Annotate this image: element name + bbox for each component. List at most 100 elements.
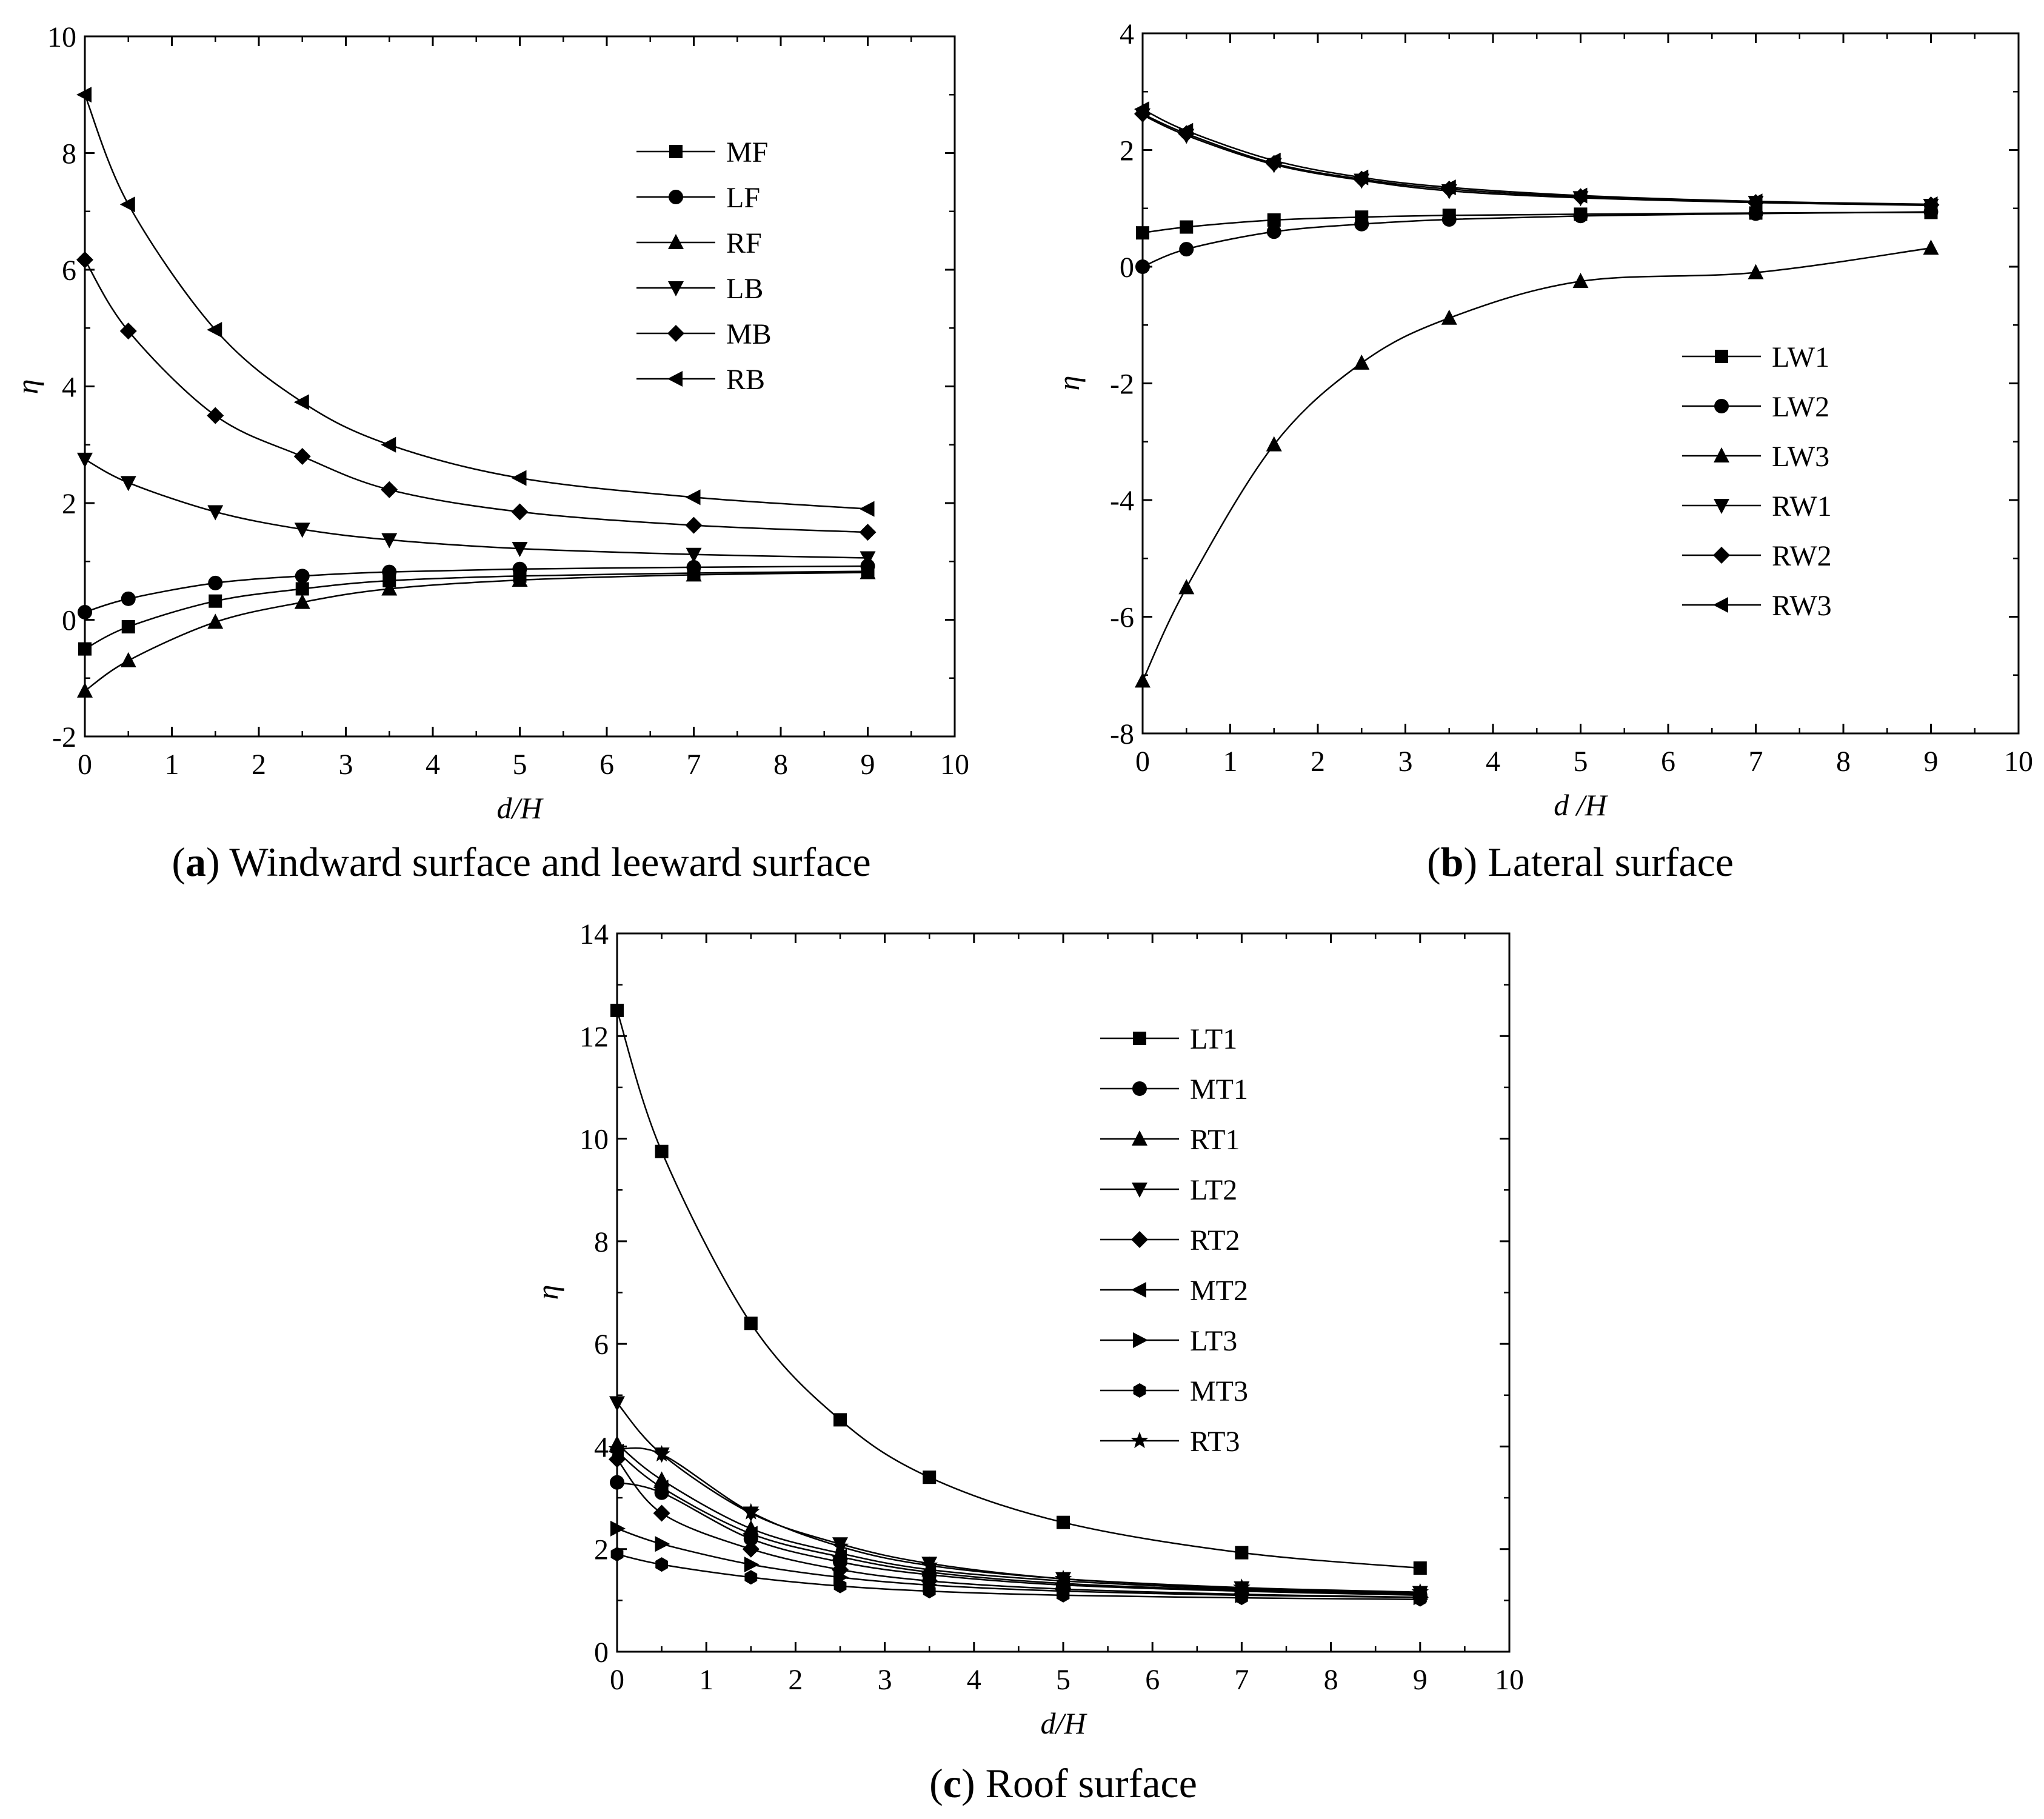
data-point-rf xyxy=(77,682,93,698)
data-point-mf xyxy=(209,594,222,608)
data-point-mb xyxy=(293,448,311,465)
chart-panel-c: 0 1 2 3 4 5 6 7 8 9 1002468101214LT1MT1RT1LT2RT2MT… xyxy=(530,918,1524,1806)
data-point-rb xyxy=(119,196,135,213)
data-point-lw3 xyxy=(1354,354,1370,370)
data-point-rt2 xyxy=(653,1504,670,1522)
data-point-lt1 xyxy=(923,1470,937,1484)
series-line-lw1 xyxy=(1142,212,1931,234)
y-tick-label: 4 xyxy=(1120,18,1134,50)
x-tick-label: 10 xyxy=(1495,1664,1524,1696)
data-point-rf xyxy=(860,564,876,579)
y-tick-label: 2 xyxy=(594,1534,609,1566)
legend-marker-lw2 xyxy=(1714,399,1729,413)
y-tick-label: 0 xyxy=(62,605,76,637)
data-point-rf xyxy=(381,580,398,596)
y-tick-label: -2 xyxy=(1110,369,1134,401)
data-point-lf xyxy=(382,564,397,579)
data-point-rt3 xyxy=(653,1445,670,1462)
data-point-rb xyxy=(293,394,309,410)
x-tick-label: 1 xyxy=(1223,746,1238,778)
legend-marker-mt1 xyxy=(1132,1081,1147,1096)
legend-marker-mf xyxy=(669,145,683,158)
data-point-mb xyxy=(207,407,224,424)
legend-label: LF xyxy=(726,182,760,214)
data-point-lw2 xyxy=(1354,216,1369,232)
y-tick-label: -8 xyxy=(1110,718,1134,750)
x-tick-label: 0 xyxy=(610,1664,624,1696)
legend-label: RT2 xyxy=(1190,1224,1240,1257)
data-point-lf xyxy=(512,561,527,576)
data-point-mt1 xyxy=(610,1475,624,1490)
y-tick-label: -4 xyxy=(1110,485,1134,517)
legend-marker-mt2 xyxy=(1131,1282,1146,1298)
x-tick-label: 6 xyxy=(600,749,614,781)
x-axis-label: d/H xyxy=(1041,1706,1088,1740)
legend-marker-rw3 xyxy=(1713,597,1728,613)
data-point-lb xyxy=(120,476,136,492)
data-point-mt2 xyxy=(742,1526,758,1542)
y-tick-label: 6 xyxy=(62,255,76,287)
data-point-rw3 xyxy=(1134,101,1149,118)
data-point-lb xyxy=(207,505,224,521)
legend-label: MT3 xyxy=(1190,1375,1248,1407)
x-tick-label: 8 xyxy=(773,749,788,781)
data-point-lt2 xyxy=(609,1396,625,1412)
panel-caption: (c) Roof surface xyxy=(929,1760,1197,1806)
data-point-lb xyxy=(860,551,876,567)
legend-marker-lt1 xyxy=(1133,1032,1146,1045)
data-point-lw1 xyxy=(1136,226,1149,240)
data-point-rb xyxy=(859,501,875,517)
x-tick-label: 8 xyxy=(1836,746,1851,778)
y-tick-label: 2 xyxy=(62,488,76,520)
data-point-lw2 xyxy=(1441,212,1457,227)
x-tick-label: 7 xyxy=(1749,746,1763,778)
x-tick-label: 5 xyxy=(1574,746,1588,778)
legend-marker-lw3 xyxy=(1714,447,1729,462)
series-line-rt1 xyxy=(616,1443,1420,1594)
data-point-mt2 xyxy=(832,1549,847,1565)
data-point-mb xyxy=(76,251,93,269)
legend-label: LT2 xyxy=(1190,1174,1237,1206)
data-point-lt1 xyxy=(1057,1515,1070,1529)
data-point-lb xyxy=(512,542,528,558)
series-line-rf xyxy=(84,572,868,692)
data-point-lw3 xyxy=(1266,436,1282,452)
data-point-rf xyxy=(120,652,136,667)
x-tick-label: 0 xyxy=(78,749,92,781)
data-point-rt3 xyxy=(608,1440,626,1457)
data-point-mb xyxy=(381,481,398,498)
data-point-rw3 xyxy=(1747,193,1763,210)
y-tick-label: 8 xyxy=(62,138,76,170)
y-tick-label: 12 xyxy=(579,1021,609,1053)
legend: LT1 MT1 RT1 LT2 RT2 MT2 LT3 MT3 RT3 xyxy=(1100,1023,1248,1458)
x-tick-label: 4 xyxy=(1486,746,1500,778)
data-point-mb xyxy=(119,322,137,340)
legend-marker-rb xyxy=(667,371,683,387)
data-point-lw1 xyxy=(1180,220,1194,234)
legend: MF LF RF LB MB RB xyxy=(636,136,772,396)
legend-marker-rt3 xyxy=(1131,1432,1149,1449)
legend: LW1 LW2 LW3 RW1 RW2 RW3 xyxy=(1682,341,1832,622)
x-tick-label: 9 xyxy=(1413,1664,1428,1696)
legend-label: RF xyxy=(726,227,762,259)
legend-label: RW2 xyxy=(1772,540,1832,572)
legend-label: RB xyxy=(726,364,765,396)
y-tick-label: 0 xyxy=(1120,252,1134,284)
chart-panel-b: 0 1 2 3 4 5 6 7 8 9 10 -8 -6 -4 -2 0 2 4 LW1 LW2 LW3 RW1 RW2 RW… xyxy=(1052,18,2033,885)
data-point-rf xyxy=(512,572,528,587)
data-point-mf xyxy=(78,642,92,656)
legend-marker-lf xyxy=(669,190,683,204)
data-point-lw3 xyxy=(1572,273,1589,289)
legend-label: RT1 xyxy=(1190,1124,1240,1156)
data-point-lw3 xyxy=(1178,579,1195,595)
x-tick-label: 5 xyxy=(513,749,527,781)
data-point-mt3 xyxy=(610,1547,624,1562)
data-point-mt3 xyxy=(1235,1590,1248,1606)
x-tick-label: 7 xyxy=(1234,1664,1249,1696)
data-point-lw2 xyxy=(1135,259,1150,274)
plot-frame xyxy=(1141,32,2020,735)
legend-label: MT1 xyxy=(1190,1073,1248,1106)
data-point-lt3 xyxy=(655,1536,670,1552)
y-axis-label: η xyxy=(1052,376,1086,391)
caption-text: Windward surface and leeward surface xyxy=(229,839,870,885)
